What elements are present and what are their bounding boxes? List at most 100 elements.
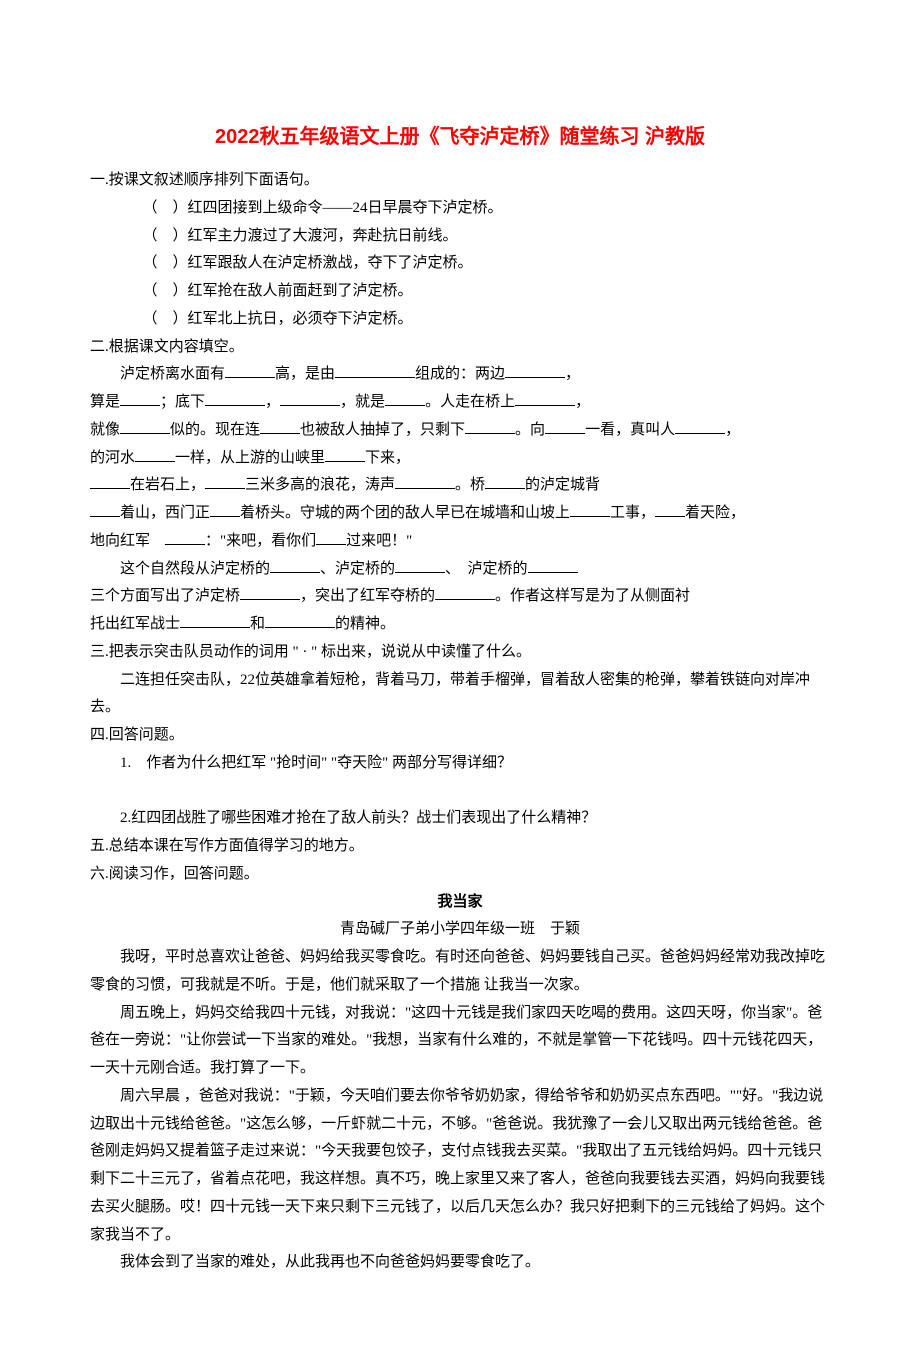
text-run: 似的。现在连: [170, 422, 260, 438]
fill-blank-line: 就像 似的。现在连 也被敌人抽掉了，只剩下 。向 一看，真叫人 ，: [90, 417, 830, 445]
text-run: 。人走在桥上: [425, 394, 515, 410]
ordering-item: （ ）红军抢在敌人前面赶到了泸定桥。: [90, 278, 830, 306]
fill-blank-line: 算是 ；底下 ， ，就是 。人走在桥上 ，: [90, 389, 830, 417]
essay-author: 青岛碱厂子弟小学四年级一班 于颖: [90, 916, 830, 944]
fill-blank-line: 泸定桥离水面有 高，是由 组成的：两边 ，: [90, 361, 830, 389]
fill-blank-line: 在岩石上， 三米多高的浪花，涛声 。桥 的泸定城背: [90, 472, 830, 500]
blank-field[interactable]: [485, 473, 525, 489]
blank-field[interactable]: [545, 418, 585, 434]
text-run: 着桥头。守城的两个团的敌人早已在城墙和山坡上: [240, 505, 570, 521]
text-run: 。作者这样写是为了从侧面衬: [495, 588, 690, 604]
blank-field[interactable]: [120, 418, 170, 434]
text-run: 下来，: [365, 450, 410, 466]
text-run: 就像: [90, 422, 120, 438]
fill-blank-line: 地向红军 ："来吧，看你们过来吧！": [90, 528, 830, 556]
blank-field[interactable]: [325, 446, 365, 462]
text-run: 一看，真叫人: [585, 422, 675, 438]
text-run: ："来吧，看你们: [205, 533, 316, 549]
text-run: 这个自然段从泸定桥的: [120, 561, 270, 577]
blank-field[interactable]: [225, 362, 275, 378]
blank-field[interactable]: [90, 501, 120, 517]
blank-field[interactable]: [395, 473, 455, 489]
text-run: 地向红军: [90, 533, 165, 549]
section-3-passage: 二连担任突击队，22位英雄拿着短枪，背着马刀，带着手榴弹，冒着敌人密集的枪弹，攀…: [90, 667, 830, 723]
ordering-item: （ ）红军主力渡过了大渡河，奔赴抗日前线。: [90, 223, 830, 251]
text-run: 算是: [90, 394, 120, 410]
text-run: 一样，从上游的山峡里: [175, 450, 325, 466]
blank-field[interactable]: [675, 418, 725, 434]
blank-field[interactable]: [395, 557, 445, 573]
blank-line: [90, 778, 830, 806]
text-run: 三米多高的浪花，涛声: [245, 477, 395, 493]
fill-blank-line: 托出红军战士 和 的精神。: [90, 611, 830, 639]
blank-field[interactable]: [316, 529, 346, 545]
blank-field[interactable]: [205, 473, 245, 489]
text-run: ，: [725, 422, 740, 438]
text-run: 组成的：两边: [415, 366, 505, 382]
blank-field[interactable]: [260, 418, 300, 434]
text-run: 、泸定桥的: [320, 561, 395, 577]
document-page: 2022秋五年级语文上册《飞夺泸定桥》随堂练习 沪教版 一.按课文叙述顺序排列下…: [0, 0, 920, 1357]
section-6-heading: 六.阅读习作，回答问题。: [90, 861, 830, 889]
text-run: ；底下: [160, 394, 205, 410]
section-3-heading: 三.把表示突击队员动作的词用 " · " 标出来，说说从中读懂了什么。: [90, 639, 830, 667]
blank-field[interactable]: [570, 501, 610, 517]
blank-field[interactable]: [655, 501, 685, 517]
text-run: 着天险，: [685, 505, 745, 521]
section-4-heading: 四.回答问题。: [90, 722, 830, 750]
text-run: 工事，: [610, 505, 655, 521]
essay-para: 我呀，平时总喜欢让爸爸、妈妈给我买零食吃。有时还向爸爸、妈妈要钱自己买。爸爸妈妈…: [90, 944, 830, 1000]
blank-field[interactable]: [165, 529, 205, 545]
essay-para: 周五晚上，妈妈交给我四十元钱，对我说："这四十元钱是我们家四天吃喝的费用。这四天…: [90, 1000, 830, 1083]
blank-field[interactable]: [385, 390, 425, 406]
section-2-heading: 二.根据课文内容填空。: [90, 334, 830, 362]
question-1: 1. 作者为什么把红军 "抢时间" "夺天险" 两部分写得详细？: [90, 750, 830, 778]
text-run: 的精神。: [335, 616, 395, 632]
question-2: 2.红四团战胜了哪些困难才抢在了敌人前头？战士们表现出了什么精神？: [90, 805, 830, 833]
text-run: 在岩石上，: [130, 477, 205, 493]
fill-blank-line: 着山，西门正 着桥头。守城的两个团的敌人早已在城墙和山坡上 工事， 着天险，: [90, 500, 830, 528]
text-run: 的泸定城背: [525, 477, 600, 493]
blank-field[interactable]: [180, 612, 250, 628]
blank-field[interactable]: [240, 584, 300, 600]
text-run: 着山，西门正: [120, 505, 210, 521]
blank-field[interactable]: [210, 501, 240, 517]
blank-field[interactable]: [120, 390, 160, 406]
ordering-item: （ ）红四团接到上级命令——24日早晨夺下泸定桥。: [90, 195, 830, 223]
blank-field[interactable]: [135, 446, 175, 462]
essay-para: 我体会到了当家的难处，从此我再也不向爸爸妈妈要零食吃了。: [90, 1249, 830, 1277]
text-run: 的河水: [90, 450, 135, 466]
blank-field[interactable]: [270, 557, 320, 573]
blank-field[interactable]: [465, 418, 515, 434]
text-run: 也被敌人抽掉了，只剩下: [300, 422, 465, 438]
text-run: 托出红军战士: [90, 616, 180, 632]
text-run: ，: [575, 394, 590, 410]
blank-field[interactable]: [435, 584, 495, 600]
blank-field[interactable]: [90, 473, 130, 489]
blank-field[interactable]: [528, 557, 578, 573]
text-run: 泸定桥离水面有: [120, 366, 225, 382]
text-run: ，就是: [340, 394, 385, 410]
section-5-heading: 五.总结本课在写作方面值得学习的地方。: [90, 833, 830, 861]
blank-field[interactable]: [280, 390, 340, 406]
blank-field[interactable]: [515, 390, 575, 406]
ordering-item: （ ）红军北上抗日，必须夺下泸定桥。: [90, 306, 830, 334]
text-run: ，突出了红军夺桥的: [300, 588, 435, 604]
text-run: 。向: [515, 422, 545, 438]
text-run: 高，是由: [275, 366, 335, 382]
text-run: 。桥: [455, 477, 485, 493]
blank-field[interactable]: [335, 362, 415, 378]
blank-field[interactable]: [505, 362, 565, 378]
text-run: 、 泸定桥的: [445, 561, 528, 577]
text-run: ，: [565, 366, 580, 382]
fill-blank-line: 的河水 一样，从上游的山峡里 下来，: [90, 445, 830, 473]
blank-field[interactable]: [205, 390, 265, 406]
fill-blank-line: 三个方面写出了泸定桥 ，突出了红军夺桥的 。作者这样写是为了从侧面衬: [90, 583, 830, 611]
blank-field[interactable]: [265, 612, 335, 628]
section-1-heading: 一.按课文叙述顺序排列下面语句。: [90, 167, 830, 195]
text-run: ，: [265, 394, 280, 410]
document-body: 一.按课文叙述顺序排列下面语句。 （ ）红四团接到上级命令——24日早晨夺下泸定…: [90, 167, 830, 1277]
text-run: 和: [250, 616, 265, 632]
essay-title: 我当家: [90, 889, 830, 917]
text-run: 三个方面写出了泸定桥: [90, 588, 240, 604]
